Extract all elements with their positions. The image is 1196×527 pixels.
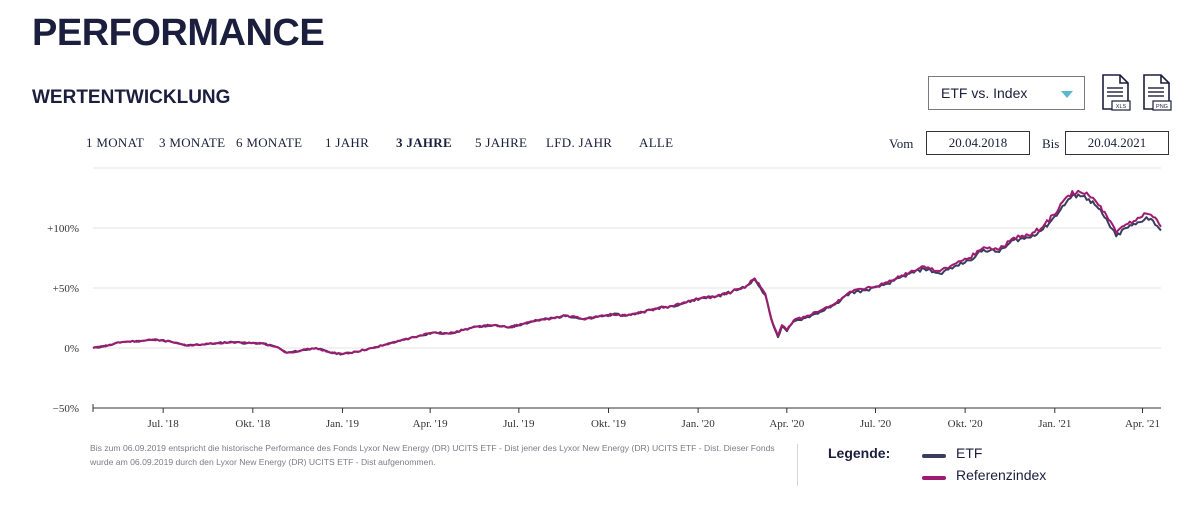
- range-1-monat[interactable]: 1 MONAT: [86, 135, 145, 150]
- x-tick-label: Jan. '21: [1038, 418, 1071, 430]
- series-line-referenzindex: [92, 189, 1162, 355]
- range-3-jahre[interactable]: 3 JAHRE: [396, 135, 452, 150]
- y-tick-label: +100%: [47, 223, 79, 235]
- performance-chart: −50% 0% +50% +100% Jul. '18 Okt. '18 Jan. '19…: [47, 167, 1162, 430]
- from-date-input[interactable]: 20.04.2018: [926, 131, 1030, 155]
- page-title: PERFORMANCE: [32, 12, 325, 54]
- x-tick-label: Jul. '19: [503, 418, 535, 430]
- x-tick-label: Jan. '19: [326, 418, 360, 430]
- section-title: WERTENTWICKLUNG: [32, 87, 231, 108]
- png-label: PNG: [1156, 104, 1168, 110]
- range-3-monate[interactable]: 3 MONATE: [159, 135, 226, 150]
- range-1-jahr[interactable]: 1 JAHR: [325, 135, 370, 150]
- legend-divider: [797, 444, 798, 486]
- legend-swatch-referenzindex: [922, 476, 946, 480]
- series-lines: [92, 189, 1162, 356]
- x-tick-label: Apr. '20: [769, 418, 804, 430]
- xls-label: XLS: [1116, 104, 1127, 110]
- legend-title: Legende:: [828, 445, 891, 461]
- range-5-jahre[interactable]: 5 JAHRE: [475, 135, 528, 150]
- range-alle[interactable]: ALLE: [639, 135, 674, 150]
- x-tick-label: Jan. '20: [682, 418, 716, 430]
- series-line-etf: [92, 193, 1162, 356]
- legend-label-etf: ETF: [956, 445, 983, 461]
- y-tick-label: +50%: [53, 283, 79, 295]
- download-xls-button[interactable]: XLS: [1100, 74, 1132, 112]
- from-date-label: Vom: [889, 136, 914, 151]
- download-png-button[interactable]: PNG: [1141, 74, 1173, 112]
- xls-file-icon: XLS: [1102, 74, 1131, 111]
- range-lfd-jahr[interactable]: LFD. JAHR: [546, 135, 613, 150]
- legend-label-referenzindex: Referenzindex: [956, 467, 1047, 483]
- x-tick-label: Jul. '18: [147, 418, 179, 430]
- x-tick-label: Apr. '21: [1125, 418, 1160, 430]
- y-tick-label: 0%: [64, 343, 79, 355]
- grid-lines: [93, 167, 1161, 349]
- png-file-icon: PNG: [1143, 74, 1172, 111]
- chevron-down-icon: [1061, 91, 1073, 98]
- comparison-select[interactable]: ETF vs. Index: [928, 76, 1085, 110]
- range-6-monate[interactable]: 6 MONATE: [236, 135, 303, 150]
- disclaimer-text: Bis zum 06.09.2019 entspricht die histor…: [90, 443, 775, 467]
- x-tick-label: Okt. '18: [235, 418, 270, 430]
- to-date-input[interactable]: 20.04.2021: [1065, 131, 1169, 155]
- y-axis-labels: −50% 0% +50% +100%: [47, 223, 79, 415]
- y-tick-label: −50%: [53, 403, 79, 415]
- x-tick-label: Jul. '20: [860, 418, 892, 430]
- x-axis: Jul. '18 Okt. '18 Jan. '19 Apr. '19 Jul. '19…: [92, 404, 1161, 430]
- x-tick-label: Apr. '19: [413, 418, 448, 430]
- legend-swatch-etf: [922, 454, 946, 458]
- x-tick-label: Okt. '19: [591, 418, 626, 430]
- to-date-label: Bis: [1042, 136, 1060, 151]
- x-tick-label: Okt. '20: [948, 418, 983, 430]
- comparison-select-value: ETF vs. Index: [941, 85, 1028, 101]
